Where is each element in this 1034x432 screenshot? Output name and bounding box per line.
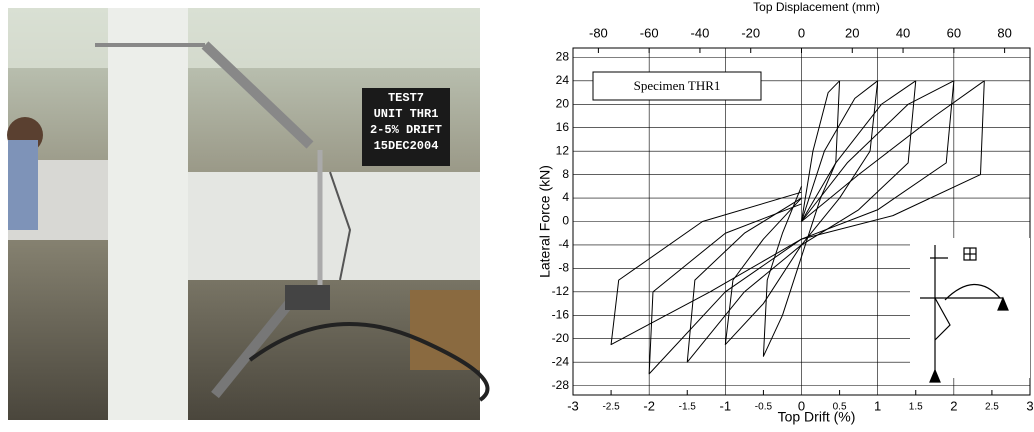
y-tick-label: 4: [562, 190, 569, 204]
page: {"photo": {"sign_lines": ["TEST7", "UNIT…: [0, 0, 1034, 427]
figure: TEST7 UNIT THR1 2-5% DRIFT 15DEC2004 -28…: [0, 0, 1034, 427]
chart: -28-24-20-16-12-8-40481216202428-3-2.5-2…: [537, 0, 1034, 425]
x2-tick-label: 60: [947, 25, 961, 40]
x-tick-label: -0.5: [755, 402, 773, 413]
x2-axis-label: Top Displacement (mm): [753, 0, 880, 14]
x2-tick-label: 20: [845, 25, 859, 40]
x-tick-label: 1.5: [909, 402, 923, 413]
y-tick-label: 12: [556, 143, 570, 157]
x2-tick-label: 0: [798, 25, 805, 40]
y-tick-label: 20: [556, 96, 570, 110]
y-tick-label: -20: [552, 331, 570, 345]
sign-line: UNIT THR1: [374, 107, 439, 121]
y-tick-label: -12: [552, 284, 570, 298]
annotation: Specimen THR1: [634, 78, 721, 93]
x-tick-label: 2.5: [985, 402, 999, 413]
y-tick-label: -24: [552, 354, 570, 368]
x2-tick-label: -60: [640, 25, 659, 40]
x-tick-label: 2: [950, 398, 957, 413]
x2-tick-label: -20: [741, 25, 760, 40]
x-tick-label: -1.5: [679, 402, 697, 413]
y-tick-label: 0: [562, 214, 569, 228]
sign-line: TEST7: [388, 91, 424, 105]
sign-line: 2-5% DRIFT: [370, 123, 442, 137]
inset-diagram: [910, 238, 1030, 382]
x-tick-label: -3: [567, 398, 579, 413]
y-tick-label: -4: [558, 237, 569, 251]
x-tick-label: 3: [1026, 398, 1033, 413]
x2-tick-label: 80: [997, 25, 1011, 40]
sign-line: 15DEC2004: [374, 139, 439, 153]
y-axis-label: Lateral Force (kN): [537, 165, 553, 278]
x2-tick-label: -40: [691, 25, 710, 40]
photo: [7, 8, 488, 420]
x-tick-label: 1: [874, 398, 881, 413]
y-tick-label: 28: [556, 50, 570, 64]
x-axis-label: Top Drift (%): [778, 409, 856, 425]
x-tick-label: -2.5: [602, 402, 620, 413]
x2-tick-label: 40: [896, 25, 910, 40]
x-tick-label: -1: [720, 398, 732, 413]
x-tick-label: -2: [643, 398, 655, 413]
y-tick-label: 24: [556, 73, 570, 87]
y-tick-label: 16: [556, 120, 570, 134]
y-tick-label: -8: [558, 261, 569, 275]
y-tick-label: -28: [552, 378, 570, 392]
y-tick-label: -16: [552, 307, 570, 321]
x2-tick-label: -80: [589, 25, 608, 40]
y-tick-label: 8: [562, 167, 569, 181]
